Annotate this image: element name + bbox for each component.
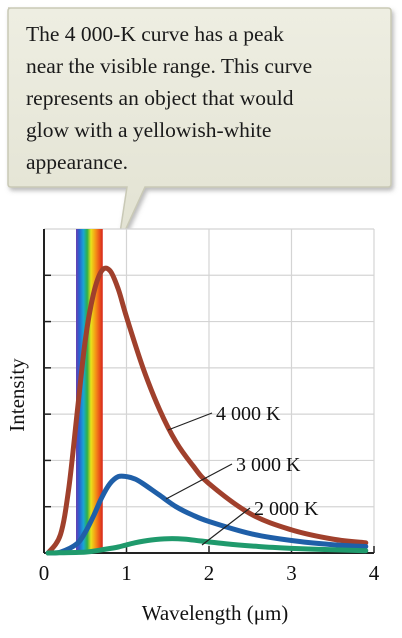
series-3000k-leader	[165, 463, 233, 500]
series-2000k-curve	[45, 536, 369, 556]
series-4000k-label: 4 000 K	[216, 403, 281, 425]
x-tick-label: 0	[39, 561, 50, 585]
y-axis-label: Intensity	[5, 358, 29, 432]
x-tick-label: 2	[204, 561, 215, 585]
x-tick-label: 4	[369, 561, 380, 585]
callout-text: The 4 000-K curve has a peak near the vi…	[26, 22, 313, 174]
x-axis-label: Wavelength (μm)	[142, 601, 289, 625]
x-tick-label: 1	[121, 561, 132, 585]
series-2000k-label: 2 000 K	[254, 498, 319, 520]
x-tick-label: 3	[286, 561, 297, 585]
chart: 0 1 2 3 4 Wavelength (μm) Intensity 4 000 K 3 00…	[5, 228, 380, 625]
series-4000k-leader	[167, 412, 213, 431]
series-4000k-curve	[45, 265, 369, 556]
series-3000k-label: 3 000 K	[236, 454, 301, 476]
series-3000k-curve	[45, 473, 369, 556]
series-2000k-leader	[201, 507, 251, 546]
